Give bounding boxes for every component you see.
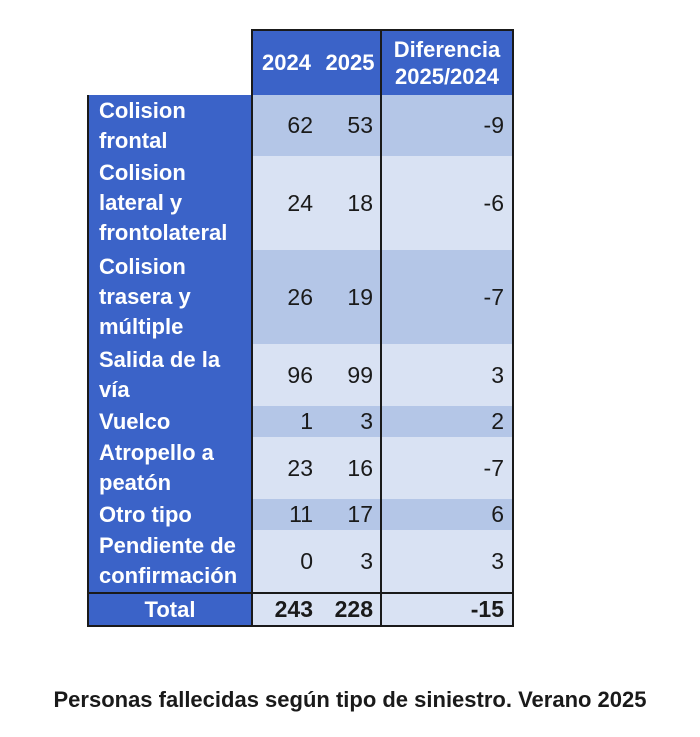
table-row: Atropello a peatón 23 16 -7: [87, 437, 514, 499]
fatalities-table-container: 2024 2025 Diferencia 2025/2024 Colision …: [87, 29, 514, 627]
value-2025: 18: [320, 156, 382, 250]
row-label: Colision lateral y frontolateral: [87, 156, 253, 250]
fatalities-table: 2024 2025 Diferencia 2025/2024 Colision …: [87, 29, 514, 627]
value-difference: 2: [381, 406, 514, 437]
column-header-difference-line1: Diferencia: [393, 37, 501, 62]
value-difference: -6: [381, 156, 514, 250]
value-2024: 23: [252, 437, 320, 499]
value-difference: -9: [381, 95, 514, 156]
value-2025: 19: [320, 250, 382, 344]
value-2024: 1: [252, 406, 320, 437]
column-header-2025: 2025: [320, 29, 381, 95]
value-difference: 3: [381, 344, 514, 406]
value-difference: 6: [381, 499, 514, 530]
value-2025: 16: [320, 437, 382, 499]
value-2024: 11: [252, 499, 320, 530]
row-label: Colision frontal: [87, 95, 253, 156]
header-corner-blank: [88, 30, 252, 95]
value-2024: 62: [252, 95, 320, 156]
value-difference: -7: [381, 437, 514, 499]
total-value-2025: 228: [320, 592, 382, 627]
row-label: Salida de la vía: [87, 344, 253, 406]
row-label: Vuelco: [87, 406, 253, 437]
table-row: Vuelco 1 3 2: [87, 406, 514, 437]
column-header-difference-line2: 2025/2024: [395, 64, 499, 89]
row-label: Atropello a peatón: [87, 437, 253, 499]
value-2025: 99: [320, 344, 382, 406]
table-row: Pendiente de confirmación 0 3 3: [87, 530, 514, 593]
value-2024: 96: [252, 344, 320, 406]
column-header-difference: Diferencia 2025/2024: [380, 29, 514, 95]
table-row: Colision lateral y frontolateral 24 18 -…: [87, 156, 514, 250]
table-row: Colision trasera y múltiple 26 19 -7: [87, 250, 514, 344]
value-2024: 26: [252, 250, 320, 344]
value-difference: -7: [381, 250, 514, 344]
row-label: Otro tipo: [87, 499, 253, 530]
value-2024: 24: [252, 156, 320, 250]
table-row: Otro tipo 11 17 6: [87, 499, 514, 530]
table-caption: Personas fallecidas según tipo de sinies…: [53, 687, 647, 712]
value-2025: 17: [320, 499, 382, 530]
value-2025: 3: [320, 406, 382, 437]
table-row: Salida de la vía 96 99 3: [87, 344, 514, 406]
value-2025: 53: [320, 95, 382, 156]
table-row: Colision frontal 62 53 -9: [87, 95, 514, 156]
total-row: Total 243 228 -15: [87, 592, 514, 627]
value-difference: 3: [381, 530, 514, 593]
total-label: Total: [87, 592, 253, 627]
column-header-2024: 2024: [251, 29, 320, 95]
value-2025: 3: [320, 530, 382, 593]
table-header-row: 2024 2025 Diferencia 2025/2024: [88, 29, 514, 95]
value-2024: 0: [252, 530, 320, 593]
row-label: Pendiente de confirmación: [87, 530, 253, 593]
total-value-2024: 243: [252, 592, 320, 627]
row-label: Colision trasera y múltiple: [87, 250, 253, 344]
total-value-difference: -15: [381, 592, 514, 627]
